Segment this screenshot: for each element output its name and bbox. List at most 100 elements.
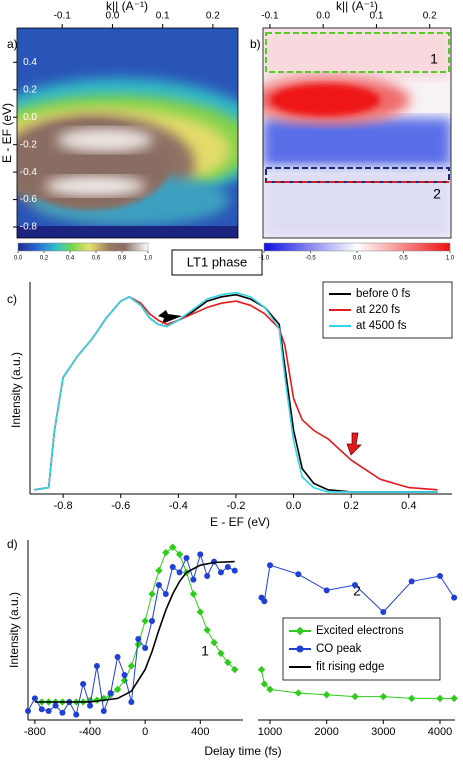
- y-tick-label: -0.6: [20, 194, 38, 205]
- data-point: [217, 569, 224, 576]
- colorbar: [263, 242, 451, 252]
- data-point: [190, 576, 197, 583]
- panel-label: c): [7, 292, 17, 306]
- legend-label: fit rising edge: [316, 661, 384, 673]
- x-tick-label: -0.1: [261, 11, 279, 22]
- data-point: [169, 543, 177, 551]
- series-line: [34, 291, 438, 493]
- data-point: [203, 626, 211, 634]
- y-tick-label: 0.4: [23, 57, 37, 68]
- legend-label: before 0 fs: [356, 288, 411, 300]
- colorbar-tick-label: 1.0: [144, 256, 153, 262]
- colorbar-tick-label: 0.0: [14, 256, 23, 262]
- data-point: [135, 636, 142, 642]
- x-tick-label: -0.4: [169, 500, 188, 512]
- data-point: [379, 692, 388, 701]
- panel-label: d): [7, 537, 18, 551]
- x-tick-label: 400: [191, 726, 209, 738]
- data-point: [407, 694, 416, 703]
- data-point: [155, 582, 162, 588]
- data-point: [196, 608, 204, 616]
- data-point: [175, 550, 184, 559]
- region-box-1: [265, 32, 450, 73]
- data-point: [408, 578, 415, 585]
- series-line: [34, 560, 235, 703]
- data-point: [148, 590, 156, 598]
- data-point: [295, 571, 302, 578]
- data-point: [197, 551, 204, 558]
- x-axis-label: E - EF (eV): [210, 515, 270, 529]
- legend-label: CO peak: [316, 643, 362, 655]
- data-point: [93, 663, 100, 669]
- y-tick-label: -0.4: [20, 167, 38, 178]
- data-point: [162, 591, 169, 597]
- x-tick-label: -400: [79, 726, 101, 738]
- data-point: [436, 694, 444, 703]
- legend-marker: [295, 626, 305, 636]
- annotation: 2: [433, 186, 441, 202]
- data-point: [224, 658, 232, 667]
- x-tick-label: 4000: [428, 726, 452, 738]
- panel-label: b): [250, 37, 261, 51]
- arrow: [346, 432, 362, 456]
- panel-label: a): [7, 37, 18, 51]
- colorbar: [17, 242, 149, 252]
- x-tick-label: 1000: [258, 726, 282, 738]
- y-axis-label: E - EF (eV): [0, 103, 14, 163]
- x-axis-label: k|| (A⁻¹): [336, 0, 378, 13]
- data-point: [107, 690, 114, 696]
- x-axis-label: Delay time (fs): [204, 744, 281, 758]
- phase-label: LT1 phase: [187, 254, 247, 269]
- x-axis-label: k|| (A⁻¹): [106, 0, 148, 13]
- x-tick-label: 0.0: [286, 500, 301, 512]
- x-tick-label: -0.8: [54, 500, 73, 512]
- x-tick-label: 3000: [371, 726, 395, 738]
- data-point: [257, 665, 266, 674]
- data-point: [128, 699, 135, 705]
- data-point: [141, 617, 149, 625]
- data-point: [127, 662, 136, 670]
- arpes-image: [17, 28, 238, 238]
- data-point: [189, 590, 198, 598]
- colorbar-tick-label: 0.8: [118, 256, 127, 262]
- data-point: [351, 692, 359, 701]
- x-tick-label: 0.0: [105, 11, 119, 22]
- x-tick-label: 0.2: [206, 11, 220, 22]
- x-tick-label: -800: [24, 726, 46, 738]
- data-point: [267, 562, 274, 569]
- data-point: [31, 695, 38, 702]
- colorbar-tick-label: 0.6: [92, 256, 101, 262]
- legend-marker: [296, 645, 304, 653]
- data-point: [224, 564, 231, 570]
- series-line: [261, 669, 455, 699]
- x-tick-label: 0.1: [369, 11, 383, 22]
- data-point: [323, 587, 330, 594]
- series-line: [261, 564, 455, 613]
- plot-frame: [16, 27, 239, 239]
- data-point: [169, 564, 176, 570]
- data-point: [100, 708, 107, 714]
- x-tick-label: 0.0: [316, 11, 330, 22]
- data-point: [155, 566, 163, 575]
- data-point: [450, 694, 458, 703]
- data-point: [149, 618, 156, 624]
- data-point: [45, 708, 52, 714]
- legend-label: Excited electrons: [316, 625, 404, 637]
- data-point: [176, 569, 183, 576]
- x-tick-label: -0.2: [226, 500, 245, 512]
- y-axis-label: Intensity (a.u.): [7, 592, 21, 668]
- phase-label-box: [171, 249, 263, 276]
- x-tick-label: -0.1: [54, 11, 72, 22]
- x-tick-label: 0: [142, 726, 148, 738]
- x-tick-label: 2000: [314, 726, 338, 738]
- y-tick-label: -0.8: [20, 222, 38, 233]
- plot-frame: [262, 27, 452, 239]
- y-tick-label: -0.2: [20, 139, 38, 150]
- data-point: [451, 594, 458, 601]
- x-tick-label: 0.2: [423, 11, 437, 22]
- difference-image: [263, 28, 451, 238]
- data-point: [38, 706, 45, 713]
- x-tick-label: 0.1: [156, 11, 170, 22]
- data-point: [73, 711, 80, 718]
